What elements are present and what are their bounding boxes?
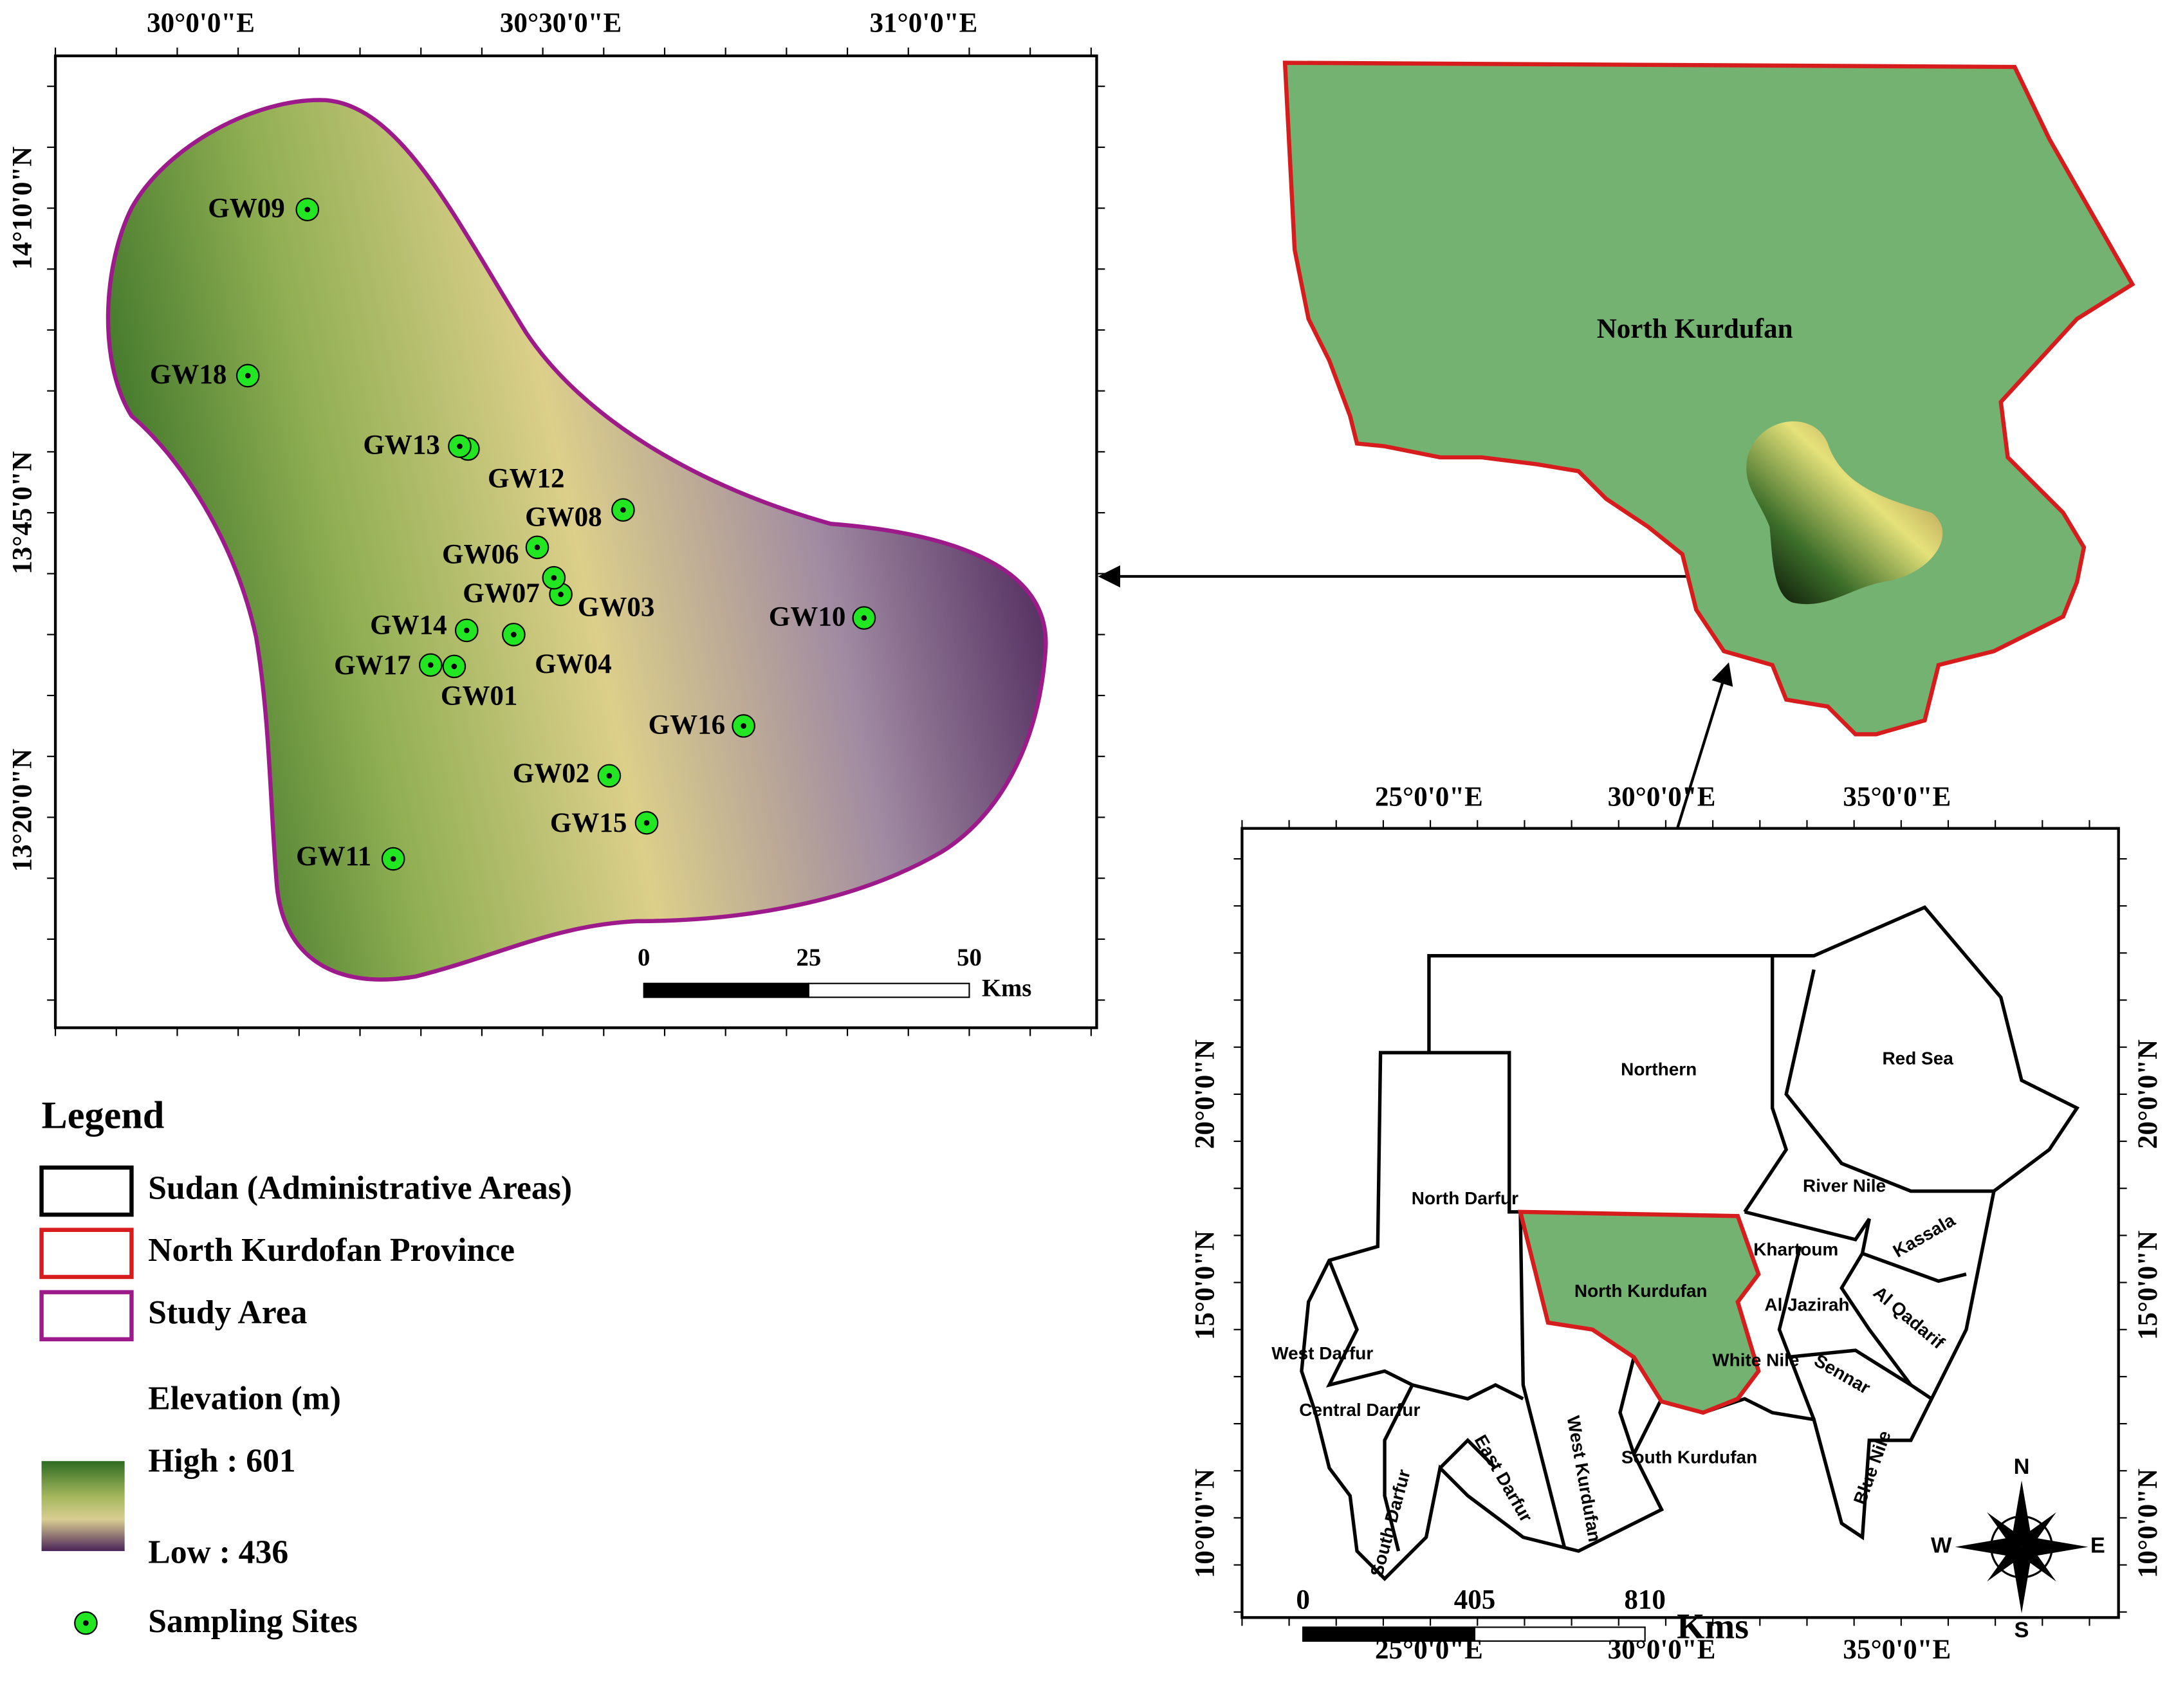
sampling-site [861, 615, 867, 621]
compass-label: W [1931, 1534, 1952, 1558]
scale-bar [1473, 1626, 1646, 1642]
sampling-site [463, 627, 470, 634]
region-label: Red Sea [1882, 1048, 1953, 1068]
site-label: GW18 [150, 360, 227, 390]
region-label: Northern [1621, 1060, 1697, 1079]
lat-label: 13°20'0"N [8, 749, 38, 872]
legend-swatch [39, 1290, 134, 1342]
legend-swatch [39, 1227, 134, 1280]
scale-unit: Kms [982, 974, 1031, 1002]
lat-label: 14°10'0"N [8, 147, 38, 270]
lon-label: 30°0'0"E [1608, 782, 1716, 812]
legend-item: North Kurdofan Province [148, 1232, 515, 1269]
region-label: Central Darfur [1299, 1400, 1420, 1420]
site-label: GW15 [550, 808, 627, 838]
sampling-site [304, 207, 311, 213]
site-label: GW09 [208, 194, 285, 224]
study-area [106, 98, 1048, 982]
scale-label: 25 [796, 944, 821, 971]
lat-label: 20°0'0"N [2133, 1040, 2163, 1149]
legend-site-marker [83, 1620, 89, 1626]
lon-label: 35°0'0"E [1843, 782, 1951, 812]
site-label: GW17 [334, 650, 411, 681]
lon-label: 35°0'0"E [1843, 1635, 1951, 1665]
sampling-site [457, 443, 463, 450]
sampling-site [534, 544, 540, 551]
scale-bar [643, 982, 809, 998]
sampling-site [606, 773, 613, 779]
site-label: GW12 [488, 463, 565, 493]
compass-label: E [2090, 1534, 2105, 1558]
region-label: White Nile [1712, 1350, 1799, 1370]
site-label: GW11 [296, 841, 371, 872]
scale-unit: Kms [1677, 1607, 1749, 1647]
site-label: GW10 [769, 602, 846, 632]
compass-label: N [2014, 1455, 2030, 1479]
scale-bar [807, 982, 970, 998]
sampling-site [551, 574, 557, 581]
scale-label: 405 [1454, 1585, 1496, 1615]
legend-item: Sudan (Administrative Areas) [148, 1170, 572, 1206]
site-label: GW02 [513, 758, 590, 789]
site-label: GW14 [370, 611, 447, 641]
sampling-site [558, 591, 564, 598]
legend-title: Legend [42, 1094, 165, 1137]
scale-label: 50 [957, 944, 982, 971]
site-label: GW08 [525, 502, 602, 533]
site-label: GW16 [649, 710, 726, 740]
scale-label: 0 [1296, 1585, 1310, 1615]
locator-label: North Kurdufan [1597, 314, 1793, 344]
sampling-site [741, 723, 746, 729]
sampling-site [643, 820, 650, 826]
region-label: Al Jazirah [1764, 1295, 1849, 1315]
lat-label: 20°0'0"N [1190, 1040, 1220, 1149]
elevation-low: Low : 436 [148, 1534, 288, 1570]
lat-label: 15°0'0"N [1190, 1231, 1220, 1340]
site-label: GW03 [578, 592, 655, 623]
sampling-site [390, 856, 396, 862]
elevation-title: Elevation (m) [148, 1380, 341, 1417]
lat-label: 13°45'0"N [8, 451, 38, 574]
site-label: GW13 [363, 430, 440, 461]
site-label: GW01 [441, 681, 518, 711]
site-label: GW06 [442, 540, 519, 570]
sampling-site [427, 662, 434, 668]
region-label: West Darfur [1271, 1343, 1373, 1363]
lon-label: 30°0'0"E [147, 8, 255, 38]
lon-label: 25°0'0"E [1375, 782, 1483, 812]
site-label: GW07 [463, 578, 540, 609]
compass [1955, 1480, 2089, 1613]
region-label: Khartoum [1753, 1239, 1838, 1259]
study-area-inset [1746, 421, 1943, 605]
sampling-site [511, 632, 517, 638]
region-label: North Kurdufan [1574, 1281, 1708, 1301]
sampling-site [451, 663, 457, 670]
lat-label: 10°0'0"N [2133, 1469, 2163, 1578]
lon-label: 30°0'0"E [1608, 1635, 1716, 1665]
elevation-ramp [41, 1461, 125, 1552]
scale-label: 810 [1624, 1585, 1666, 1615]
north-kurdufan-locator [1282, 60, 2135, 737]
region-label: River Nile [1803, 1175, 1886, 1195]
lon-label: 30°30'0"E [500, 8, 622, 38]
legend-item: Study Area [148, 1294, 307, 1331]
lon-label: 31°0'0"E [870, 8, 978, 38]
lon-label: 25°0'0"E [1375, 1635, 1483, 1665]
sampling-site [620, 507, 626, 513]
region-label: North Darfur [1412, 1188, 1518, 1208]
lat-label: 10°0'0"N [1190, 1469, 1220, 1578]
site-label: GW04 [535, 649, 612, 679]
legend-swatch [39, 1165, 134, 1217]
lat-label: 15°0'0"N [2133, 1231, 2163, 1340]
elevation-high: High : 601 [148, 1442, 295, 1479]
sampling-site [244, 372, 251, 379]
legend-item: Sampling Sites [148, 1603, 358, 1640]
compass-label: S [2015, 1618, 2029, 1642]
scale-label: 0 [638, 944, 650, 971]
north-kurdufan-sudan [1517, 1209, 1761, 1415]
region-label: South Kurdufan [1621, 1447, 1757, 1467]
